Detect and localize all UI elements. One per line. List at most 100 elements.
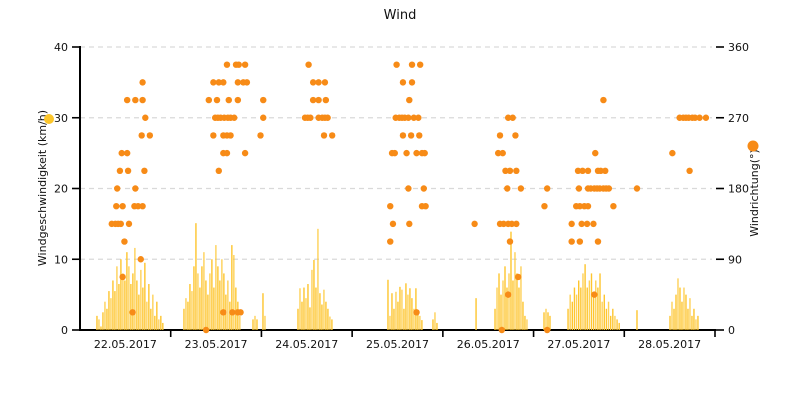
direction-dot — [116, 167, 124, 175]
direction-dot — [691, 114, 699, 121]
direction-dot — [541, 202, 548, 210]
speed-bar — [599, 273, 601, 330]
direction-dot — [227, 132, 234, 139]
speed-bar — [132, 273, 134, 330]
speed-bar — [413, 308, 415, 330]
right-axis-tick-label: 0 — [728, 324, 735, 337]
direction-dot — [633, 185, 641, 192]
speed-bar — [588, 280, 591, 330]
direction-dot — [509, 114, 516, 121]
direction-dot — [132, 185, 139, 192]
speed-bar — [102, 312, 104, 330]
x-axis-date-label: 26.05.2017 — [457, 338, 520, 351]
speed-bar — [636, 310, 638, 330]
speed-bar — [498, 273, 500, 330]
speed-bar — [209, 273, 211, 330]
speed-bar — [575, 294, 578, 330]
speed-bar — [415, 288, 417, 330]
speed-bar — [146, 301, 148, 330]
speed-bar — [421, 320, 423, 330]
direction-dot — [229, 309, 236, 316]
speed-bar — [586, 287, 588, 330]
speed-bar — [595, 280, 597, 330]
direction-dot — [416, 61, 424, 68]
speed-bar — [601, 301, 603, 330]
direction-dot — [408, 79, 416, 86]
speed-bar — [323, 289, 325, 330]
speed-bar — [597, 287, 599, 330]
direction-dot — [137, 256, 144, 263]
direction-dot — [591, 291, 598, 298]
direction-dot — [579, 167, 586, 175]
direction-dot — [543, 185, 551, 192]
speed-bar — [315, 287, 317, 330]
direction-dot — [309, 79, 317, 86]
speed-bar — [506, 287, 508, 330]
direction-dot — [594, 238, 602, 245]
speed-bar — [516, 273, 518, 330]
speed-bar — [614, 315, 616, 330]
speed-bar — [549, 315, 551, 330]
speed-bar — [584, 264, 586, 330]
direction-dot — [513, 167, 520, 175]
direction-dot — [600, 96, 607, 104]
left-axis-title: Windgeschwindigkeit (km/h) — [36, 110, 49, 266]
speed-bar — [195, 223, 197, 330]
speed-bar — [512, 280, 514, 330]
direction-dot — [243, 79, 251, 86]
direction-dot — [406, 96, 413, 104]
speed-bar — [199, 287, 201, 330]
direction-dot — [223, 149, 231, 157]
direction-dot — [669, 149, 676, 157]
direction-dot — [517, 185, 525, 192]
speed-bar — [309, 307, 311, 330]
direction-dot — [213, 96, 221, 104]
direction-dot — [406, 220, 413, 228]
speed-bar — [229, 301, 231, 330]
direction-dot — [234, 79, 242, 86]
speed-bar — [543, 312, 545, 330]
speed-bar — [409, 288, 411, 330]
speed-bar — [110, 298, 112, 330]
speed-bar — [118, 284, 120, 330]
speed-bar — [114, 291, 116, 330]
speed-bar — [158, 319, 160, 330]
speed-bar — [590, 273, 593, 330]
speed-bar — [432, 319, 434, 330]
speed-bar — [120, 259, 122, 330]
direction-dot — [413, 309, 420, 316]
direction-dot — [504, 114, 512, 121]
speed-bar — [671, 301, 673, 330]
speed-bar — [520, 266, 522, 330]
speed-bar — [582, 273, 584, 330]
speed-bar — [417, 310, 419, 330]
speed-bar — [571, 301, 574, 330]
speed-bar — [201, 266, 203, 330]
speed-bar — [502, 280, 504, 330]
speed-bar — [605, 308, 608, 330]
speed-bar — [405, 283, 407, 330]
speed-bar — [578, 280, 580, 330]
speed-bar — [673, 308, 675, 330]
speed-bar — [677, 278, 679, 330]
speed-bar — [683, 287, 685, 330]
direction-dot — [205, 96, 213, 104]
speed-bar — [524, 315, 526, 330]
direction-dot — [139, 96, 146, 104]
direction-dot — [496, 132, 504, 139]
direction-dot — [113, 202, 120, 210]
speed-bar — [211, 259, 213, 330]
right-axis-title: Windrichtung(°) — [748, 149, 761, 237]
speed-bar — [592, 294, 595, 330]
direction-dot — [420, 185, 428, 192]
speed-bar — [160, 315, 162, 330]
speed-bar — [319, 293, 321, 330]
direction-series-legend-dot — [747, 140, 759, 152]
speed-bar — [237, 301, 239, 330]
speed-bar — [152, 294, 154, 330]
speed-bar — [235, 287, 237, 330]
direction-dot — [506, 167, 514, 175]
speed-bar — [185, 298, 187, 330]
direction-dot — [391, 149, 398, 157]
direction-dot — [257, 132, 264, 139]
